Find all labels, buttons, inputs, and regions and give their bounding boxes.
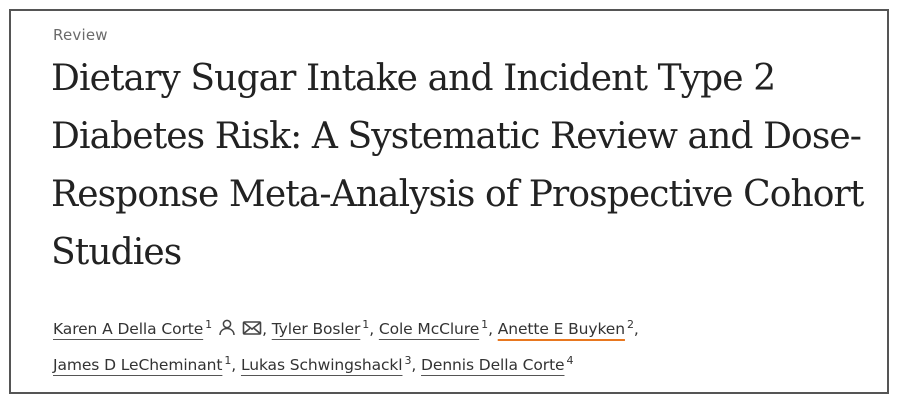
author-link[interactable]: Lukas Schwingshackl <box>240 356 403 374</box>
author-item: Anette E Buyken 2, <box>497 318 639 338</box>
author-item: Tyler Bosler 1, <box>271 318 375 338</box>
author-item: Lukas Schwingshackl 3, <box>240 354 417 374</box>
affiliation-marker[interactable]: 3 <box>404 354 412 367</box>
author-link[interactable]: Karen A Della Corte <box>53 320 204 338</box>
author-separator: , <box>411 356 417 374</box>
author-separator: , <box>369 320 375 338</box>
affiliation-marker[interactable]: 4 <box>566 354 574 367</box>
author-item: Cole McClure 1, <box>378 318 493 338</box>
author-separator: , <box>262 320 267 338</box>
article-header: Review Dietary Sugar Intake and Incident… <box>9 9 889 394</box>
author-link[interactable]: Dennis Della Corte <box>421 356 565 374</box>
author-link[interactable]: Cole McClure <box>378 320 480 338</box>
author-item: Karen A Della Corte 1, <box>53 318 267 338</box>
author-separator: , <box>633 320 639 338</box>
author-separator: , <box>488 320 493 338</box>
author-link-highlighted[interactable]: Anette E Buyken <box>497 320 625 338</box>
affiliation-marker[interactable]: 1 <box>224 354 232 367</box>
article-type-label: Review <box>53 26 108 44</box>
affiliation-marker[interactable]: 1 <box>481 318 489 331</box>
author-item: Dennis Della Corte 4 <box>421 354 574 374</box>
affiliation-marker[interactable]: 1 <box>362 318 370 331</box>
author-separator: , <box>231 356 237 374</box>
affiliation-marker[interactable]: 2 <box>626 318 634 331</box>
affiliation-marker[interactable]: 1 <box>205 318 213 331</box>
article-title: Dietary Sugar Intake and Incident Type 2… <box>51 58 864 273</box>
author-item: James D LeCheminant 1, <box>53 354 237 374</box>
person-icon[interactable] <box>218 318 236 336</box>
author-link[interactable]: James D LeCheminant <box>53 356 223 374</box>
author-list: Karen A Della Corte 1, Tyler Bosler 1, Col… <box>53 309 853 381</box>
mail-icon[interactable] <box>242 320 262 336</box>
author-link[interactable]: Tyler Bosler <box>271 320 361 338</box>
